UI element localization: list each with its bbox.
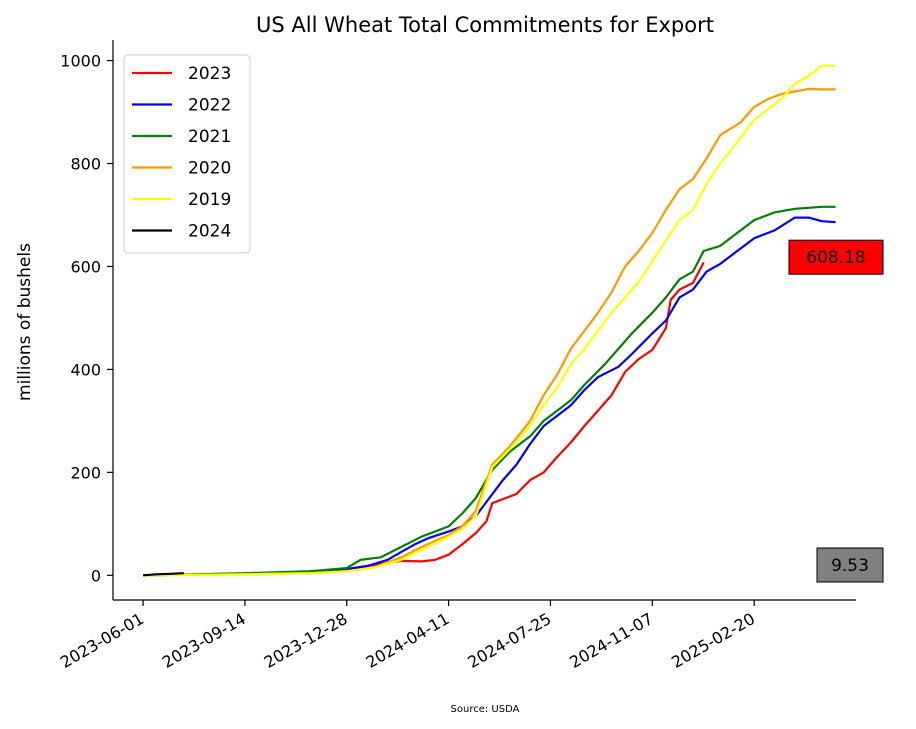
x-ticks: 2023-06-01 2023-09-14 2023-12-28 2024-04-11…	[57, 600, 758, 672]
series-line-2019	[143, 64, 836, 577]
legend-label-2019: 2019	[188, 190, 231, 210]
y-axis-label: millions of bushels	[15, 243, 35, 401]
y-ticks: 0 200 400 600 800 1000	[60, 52, 113, 585]
legend-label-2022: 2022	[188, 96, 231, 116]
series-line-2024	[143, 572, 184, 577]
x-tick-label: 2023-12-28	[261, 609, 351, 672]
legend: 2023 2022 2021 2020 2019 2024	[123, 54, 251, 254]
legend-label-2023: 2023	[188, 64, 231, 84]
legend-label-2024: 2024	[188, 222, 231, 242]
y-tick-label: 0	[91, 566, 101, 585]
legend-label-2020: 2020	[188, 159, 231, 179]
y-tick-label: 200	[70, 463, 101, 482]
annotations: 608.18 9.53	[788, 239, 884, 583]
series-line-2022	[143, 216, 836, 577]
legend-label-2021: 2021	[188, 127, 231, 147]
y-tick-label: 600	[70, 257, 101, 276]
annotation-label: 608.18	[806, 248, 865, 268]
series-line-2023	[143, 261, 705, 577]
annotation-box	[816, 547, 884, 583]
series-line-2021	[143, 205, 836, 577]
annotation-box	[788, 239, 884, 275]
y-tick-label: 800	[70, 155, 101, 174]
x-tick-label: 2024-07-25	[464, 609, 554, 672]
y-tick-label: 400	[70, 360, 101, 379]
x-tick-label: 2023-09-14	[159, 609, 249, 672]
annotation-label: 9.53	[831, 556, 869, 576]
plot-area	[143, 64, 836, 577]
x-tick-label: 2025-02-20	[668, 609, 758, 672]
chart-title: US All Wheat Total Commitments for Expor…	[256, 13, 714, 37]
x-tick-label: 2023-06-01	[57, 609, 147, 672]
axes	[112, 40, 856, 601]
series-line-2020	[143, 87, 836, 577]
y-tick-label: 1000	[60, 52, 101, 71]
x-tick-label: 2024-04-11	[363, 609, 453, 672]
source-note: Source: USDA	[451, 704, 520, 715]
x-tick-label: 2024-11-07	[566, 609, 656, 672]
